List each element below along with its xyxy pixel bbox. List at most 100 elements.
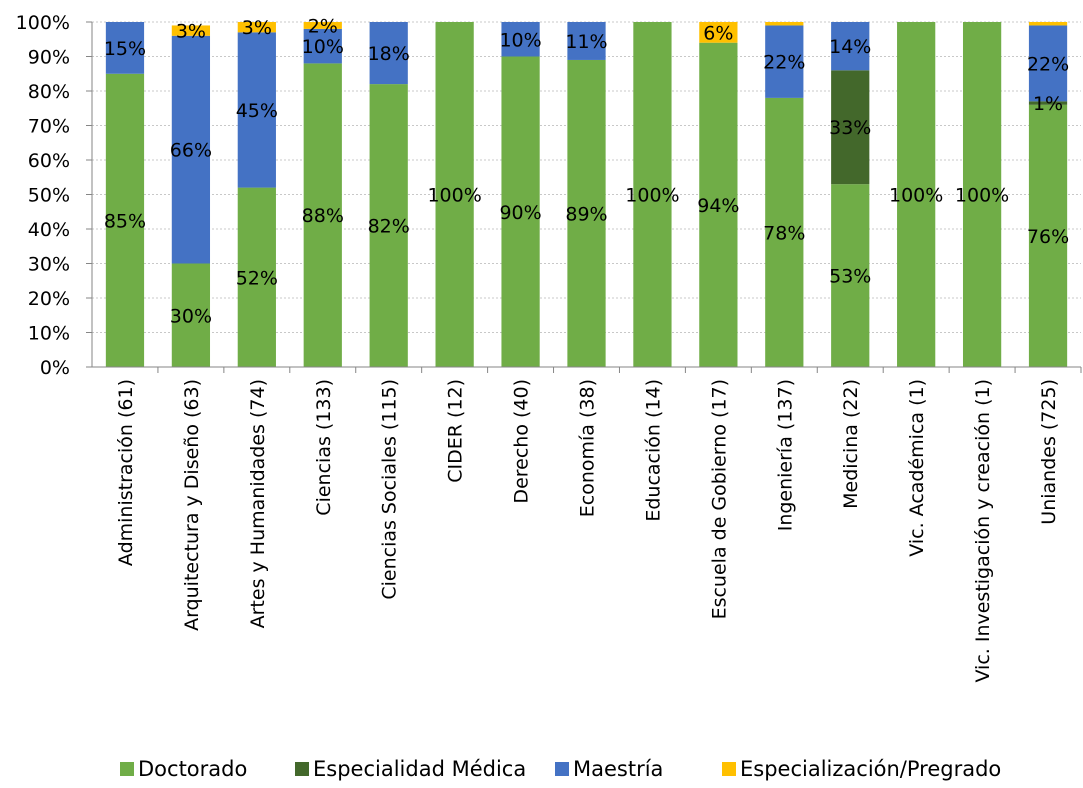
legend-swatch (120, 762, 134, 776)
y-tick-label: 80% (28, 81, 70, 103)
bars (105, 22, 1068, 368)
bar-segment (567, 59, 606, 367)
x-tick-label: Administración (61) (115, 379, 137, 566)
bar-segment (1028, 101, 1068, 105)
legend-swatch (555, 762, 569, 776)
legend-label: Especialización/Pregrado (740, 757, 1001, 781)
data-label: 94% (697, 195, 739, 217)
data-label: 30% (170, 305, 212, 327)
y-tick-label: 90% (28, 47, 70, 69)
bar-segment (699, 22, 738, 43)
bar-segment (1028, 25, 1068, 102)
y-tick-label: 100% (16, 12, 70, 34)
data-label: 14% (829, 36, 871, 58)
bar-segment (831, 184, 870, 367)
y-tick-label: 70% (28, 116, 70, 138)
data-label: 100% (955, 185, 1009, 207)
legend-label: Maestría (573, 757, 663, 781)
bar-segment (831, 70, 870, 185)
x-tick-label: Economía (38) (577, 379, 599, 517)
data-label: 53% (829, 266, 871, 288)
legend-swatch (722, 762, 736, 776)
data-label: 3% (242, 17, 272, 39)
x-tick-label: Vic. Académica (1) (906, 379, 928, 557)
bar-segment (237, 32, 276, 188)
data-label: 18% (368, 43, 410, 65)
y-tick-label: 30% (28, 254, 70, 276)
bar-segment (369, 84, 408, 367)
data-label: 2% (308, 15, 338, 37)
bar-segment (501, 22, 540, 57)
data-label: 100% (889, 185, 943, 207)
data-label: 3% (176, 21, 206, 43)
data-label: 85% (104, 210, 146, 232)
bar-segment (303, 22, 342, 29)
data-label: 6% (703, 22, 733, 44)
bar-segment (171, 35, 211, 264)
y-tick-label: 60% (28, 150, 70, 172)
x-tick-label: CIDER (12) (445, 379, 467, 483)
data-label: 22% (763, 52, 805, 74)
bar-segment (831, 22, 870, 71)
bar-segment (369, 22, 408, 85)
bar-segment (171, 263, 211, 367)
bar-segment (501, 56, 540, 367)
data-label: 10% (302, 36, 344, 58)
legend: Doctorado Especialidad Médica Maestría Espe… (120, 757, 1001, 781)
data-label: 1% (1033, 93, 1063, 115)
x-tick-label: Arquitectura y Diseño (63) (181, 379, 203, 631)
legend-label: Doctorado (138, 757, 247, 781)
data-label: 89% (565, 203, 607, 225)
x-tick-label: Derecho (40) (511, 379, 533, 504)
data-label: 22% (1027, 53, 1069, 75)
x-tick-label: Uniandes (725) (1038, 379, 1060, 525)
y-tick-label: 10% (28, 323, 70, 345)
x-tick-label: Escuela de Gobierno (17) (708, 379, 730, 619)
bar-segment (567, 22, 606, 60)
x-tick-label: Medicina (22) (840, 379, 862, 509)
bar-segment (897, 22, 936, 367)
data-label: 100% (427, 185, 481, 207)
bar-segment (1028, 104, 1068, 368)
bar-segment (699, 42, 738, 367)
data-label: 82% (368, 216, 410, 238)
data-labels: 85% 15% 30% 66% 3% 52% 45% 3% 88% 10%2% 82% 18% 100%… (104, 15, 1069, 327)
bar-segment (633, 22, 672, 367)
data-label: 76% (1027, 226, 1069, 248)
data-label: 78% (763, 222, 805, 244)
data-label: 11% (565, 31, 607, 53)
x-tick-label: Ingeniería (137) (774, 379, 796, 531)
x-tick-label: Artes y Humanidades (74) (247, 379, 269, 628)
legend-swatch (295, 762, 309, 776)
legend-label: Especialidad Médica (313, 757, 526, 781)
bar-segment (171, 25, 211, 36)
bar-segment (237, 187, 276, 367)
data-label: 52% (236, 267, 278, 289)
bar-segment (435, 22, 474, 367)
data-label: 66% (170, 140, 212, 162)
bar-segment (1028, 22, 1068, 26)
data-label: 15% (104, 38, 146, 60)
data-label: 100% (625, 185, 679, 207)
y-tick-label: 0% (40, 357, 70, 379)
data-label: 45% (236, 100, 278, 122)
data-label: 33% (829, 117, 871, 139)
bar-segment (105, 22, 145, 74)
y-tick-label: 20% (28, 288, 70, 310)
x-tick-label: Ciencias (133) (313, 379, 335, 516)
axes: 0% 10% 20% 30% 40% 50% 60% 70% 80% 90% 100% Adminis… (16, 12, 1082, 683)
x-tick-label: Educación (14) (642, 379, 664, 522)
bar-segment (962, 22, 1002, 367)
y-tick-label: 50% (28, 185, 70, 207)
bar-segment (303, 28, 342, 64)
bar-segment (303, 63, 342, 368)
data-label: 88% (302, 205, 344, 227)
bar-segment (765, 25, 804, 98)
data-label: 90% (499, 202, 541, 224)
y-tick-label: 40% (28, 219, 70, 241)
x-tick-label: Ciencias Sociales (115) (379, 379, 401, 600)
x-tick-label: Vic. Investigación y creación (1) (972, 379, 994, 683)
bar-segment (765, 97, 804, 368)
